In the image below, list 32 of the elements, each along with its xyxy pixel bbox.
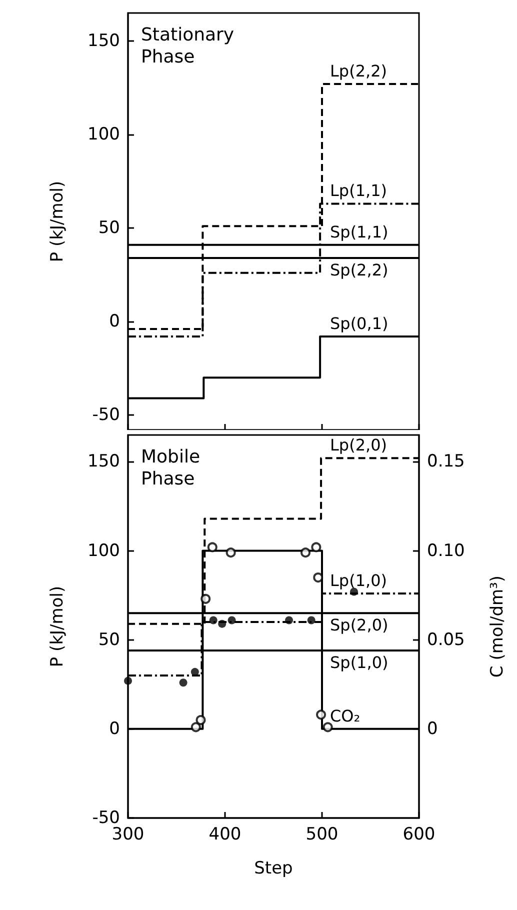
series-label: Sp(0,1)	[330, 314, 388, 333]
series-label: CO₂	[330, 706, 360, 726]
series-label: Lp(1,1)	[330, 181, 387, 200]
y-tick-label: 100	[88, 124, 120, 145]
x-axis-title: Step	[254, 858, 293, 878]
y2-tick-label: 0.05	[427, 630, 465, 650]
y-tick-label: 0	[109, 718, 120, 739]
y-tick-label: 150	[88, 31, 120, 52]
text: Stationary Phase	[141, 24, 240, 68]
x-tick-label: 400	[208, 824, 242, 844]
x-tick-label: 600	[402, 824, 436, 844]
series-label: Sp(2,0)	[330, 616, 388, 635]
y-axis-title: P (kJ/mol)	[48, 180, 68, 262]
y-tick-label: 100	[88, 540, 120, 561]
y-axis-title: P (kJ/mol)	[48, 586, 68, 668]
x-tick-label: 500	[306, 824, 338, 844]
series-label: Lp(1,0)	[330, 571, 387, 590]
series-label: Lp(2,2)	[330, 62, 387, 81]
y-tick-label: 150	[88, 452, 120, 472]
y-tick-label: 0	[109, 312, 120, 332]
text: Mobile Phase	[141, 446, 206, 490]
series-label: Sp(1,0)	[330, 653, 388, 672]
y-tick-label: 50	[98, 218, 120, 238]
y-tick-label: -50	[92, 405, 120, 426]
y2-tick-label: 0.15	[427, 452, 465, 472]
y-tick-label: 50	[98, 630, 120, 650]
y2-tick-label: 0.10	[427, 540, 465, 561]
series-label: Sp(1,1)	[330, 222, 388, 242]
series-label: Sp(2,2)	[330, 260, 388, 280]
y2-axis-title: C (mol/dm³)	[488, 575, 508, 678]
y2-tick-label: 0	[427, 718, 438, 739]
series-label: Lp(2,0)	[330, 436, 387, 455]
